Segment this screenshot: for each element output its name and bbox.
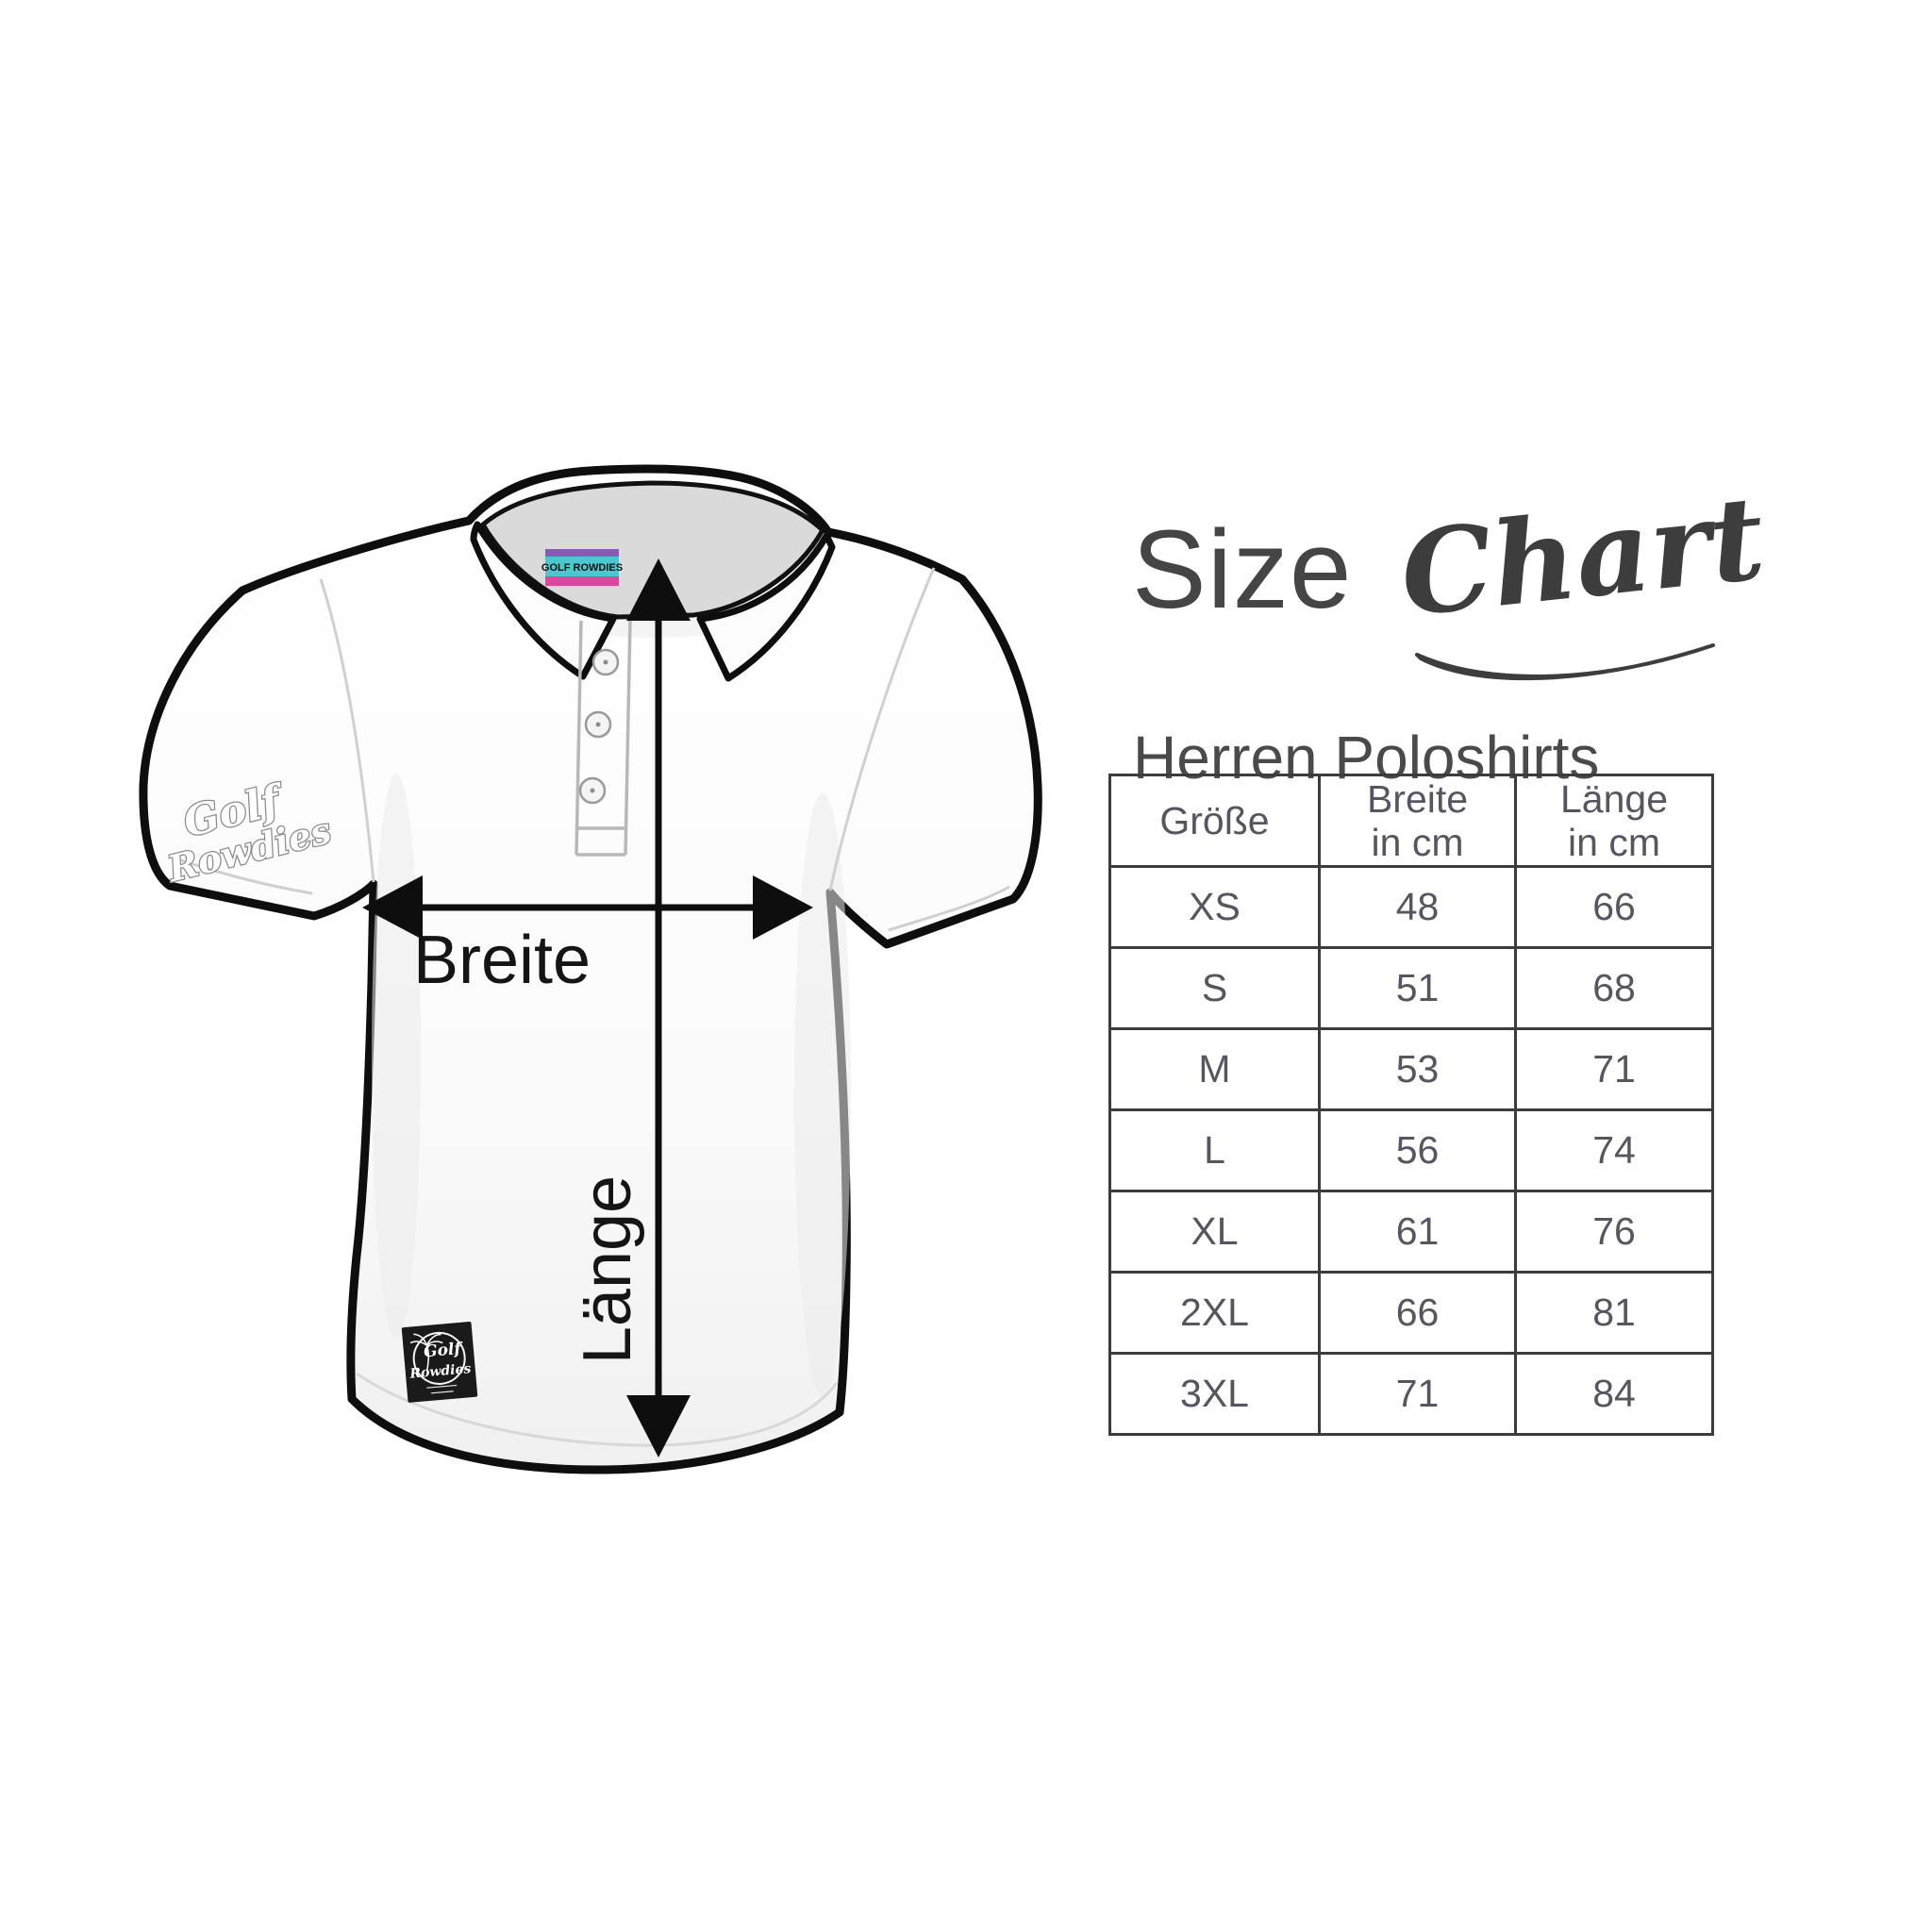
cell-laenge: 76 xyxy=(1514,1190,1714,1274)
cell-laenge: 81 xyxy=(1514,1271,1714,1355)
table-row: 2XL 66 81 xyxy=(1108,1271,1714,1355)
header-laenge-line2: in cm xyxy=(1568,821,1660,864)
header-breite: Breite in cm xyxy=(1318,774,1517,868)
cell-size: 3XL xyxy=(1108,1352,1321,1436)
table-row: XS 48 66 xyxy=(1108,865,1714,949)
cell-breite: 48 xyxy=(1318,865,1517,949)
cell-breite: 71 xyxy=(1318,1352,1517,1436)
collar-flap-left xyxy=(470,521,617,680)
width-arrow xyxy=(362,875,813,940)
cell-laenge: 66 xyxy=(1514,865,1714,949)
cell-size: L xyxy=(1108,1108,1321,1192)
arrowhead-up xyxy=(626,558,691,621)
hem-patch: Golf Rowdies xyxy=(401,1322,478,1403)
shading-right xyxy=(794,792,851,1396)
collar-tag-text: GOLF ROWDIES xyxy=(541,562,623,574)
header-breite-line2: in cm xyxy=(1371,821,1464,864)
seam-left-shoulder xyxy=(319,578,375,883)
length-label: Länge xyxy=(570,1175,645,1364)
table-row: S 51 68 xyxy=(1108,946,1714,1030)
hem-patch-line2: Rowdies xyxy=(408,1361,472,1382)
size-table: Größe Breite in cm Länge in cm XS 48 66 S 51… xyxy=(1108,774,1714,1436)
shading-left xyxy=(372,774,421,1340)
header-breite-line1: Breite xyxy=(1366,777,1469,821)
seam-hem xyxy=(356,1372,839,1447)
cell-size: S xyxy=(1108,946,1321,1030)
buttons xyxy=(578,648,620,805)
cell-laenge: 84 xyxy=(1514,1352,1714,1436)
placket xyxy=(575,618,632,857)
cell-breite: 61 xyxy=(1318,1190,1517,1274)
cell-laenge: 68 xyxy=(1514,946,1714,1030)
cell-breite: 66 xyxy=(1318,1271,1517,1355)
table-header-row: Größe Breite in cm Länge in cm xyxy=(1108,774,1714,868)
cell-laenge: 74 xyxy=(1514,1108,1714,1192)
palm-tree-icon xyxy=(409,1333,443,1372)
table-row: XL 61 76 xyxy=(1108,1190,1714,1274)
width-label: Breite xyxy=(413,923,591,998)
hem-patch-line1: Golf xyxy=(423,1340,464,1362)
header-laenge-line1: Länge xyxy=(1559,777,1668,821)
length-arrow xyxy=(626,558,691,1457)
arrowhead-down xyxy=(626,1395,691,1457)
title-swash-decoration xyxy=(1415,643,1715,681)
table-row: M 53 71 xyxy=(1108,1027,1714,1111)
cell-breite: 51 xyxy=(1318,946,1517,1030)
header-laenge: Länge in cm xyxy=(1514,774,1714,868)
cell-laenge: 71 xyxy=(1514,1027,1714,1111)
seam-right-shoulder xyxy=(828,567,936,891)
table-row: 3XL 71 84 xyxy=(1108,1352,1714,1436)
arrowhead-left xyxy=(362,875,423,940)
cell-size: 2XL xyxy=(1108,1271,1321,1355)
seam-right-sleeve xyxy=(888,885,1010,932)
arrowhead-right xyxy=(753,875,813,940)
cell-size: XL xyxy=(1108,1190,1321,1274)
seam-left-sleeve xyxy=(180,858,313,895)
sleeve-logo: Golf Rowdies xyxy=(161,774,336,891)
collar-tag: GOLF ROWDIES xyxy=(541,549,623,586)
collar-flap-right xyxy=(696,532,836,682)
cell-size: M xyxy=(1108,1027,1321,1111)
table-row: L 56 74 xyxy=(1108,1108,1714,1192)
size-table-body: XS 48 66 S 51 68 M 53 71 L 56 74 XL 61 76 2XL 66 81 3XL 71 8… xyxy=(1108,865,1714,1436)
cell-breite: 53 xyxy=(1318,1027,1517,1111)
cell-size: XS xyxy=(1108,865,1321,949)
cell-breite: 56 xyxy=(1318,1108,1517,1192)
header-groesse: Größe xyxy=(1108,774,1321,868)
page-title-size: Size xyxy=(1132,508,1353,632)
page-title-chart: Chart xyxy=(1394,469,1771,642)
